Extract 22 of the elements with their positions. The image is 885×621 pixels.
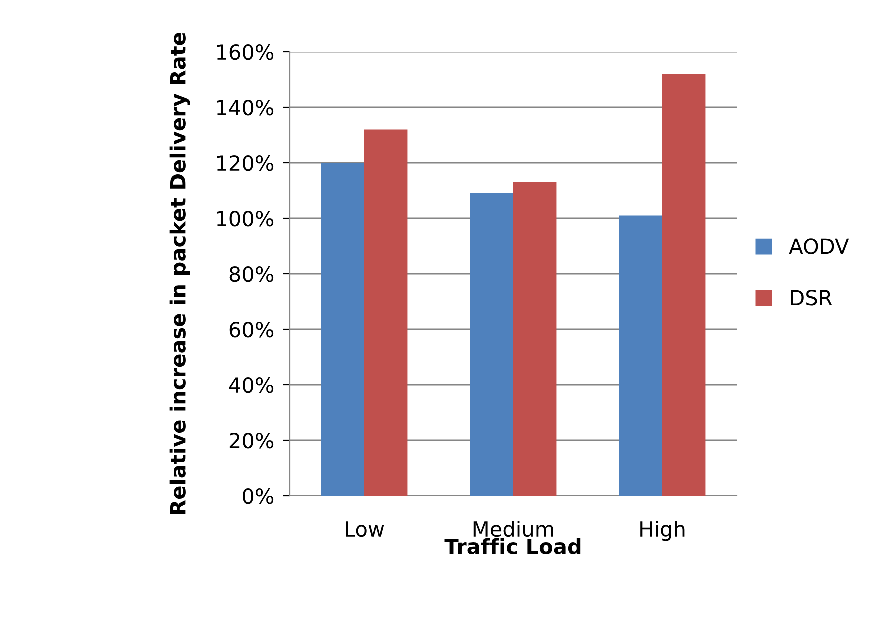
y-tick-label: 160% [217,44,274,60]
bar [321,163,364,496]
bar [470,194,514,496]
y-tick-label: 80% [230,266,274,282]
x-tick-label: High [640,521,685,542]
y-tick-label: 100% [217,210,274,227]
y-tick-label: 0% [243,488,274,504]
y-tick-label: 40% [229,377,274,394]
bar [662,74,706,496]
y-tick-label: 20% [230,432,274,449]
x-axis-title: Traffic Load [444,538,581,555]
bar [364,130,408,496]
y-tick-label: 60% [230,322,274,338]
x-tick-label: Medium [474,521,554,538]
y-tick-label: 120% [217,155,274,172]
legend-label: AODV [789,238,850,254]
legend-label: DSR [791,290,832,306]
y-axis-title: Relative increase in packet Delivery Rate [170,33,190,514]
bar [619,216,662,496]
bar [514,182,557,496]
y-tick-label: 140% [217,100,274,116]
x-tick-label: Low [346,522,384,538]
